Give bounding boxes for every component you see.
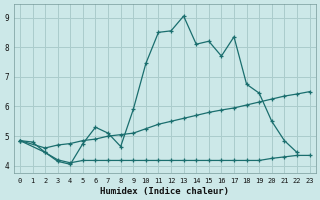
X-axis label: Humidex (Indice chaleur): Humidex (Indice chaleur) [100,187,229,196]
